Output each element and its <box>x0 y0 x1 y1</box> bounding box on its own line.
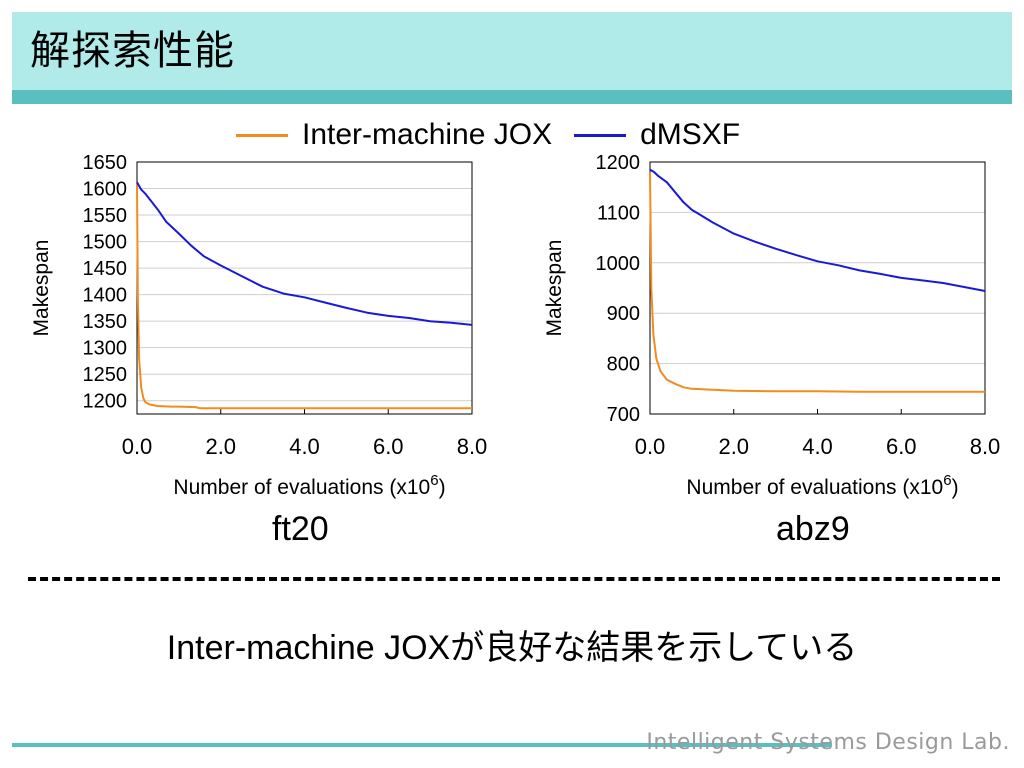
y-tick-label: 1450 <box>83 258 128 280</box>
dashed-divider <box>28 577 1000 581</box>
y-tick-label: 1200 <box>83 391 128 413</box>
x-axis-label: Number of evaluations (x106) <box>686 472 958 499</box>
chart-ft20: 1200 1250 1300 1350 1400 1450 1500 1550 1600 1650… <box>30 152 488 499</box>
series-line-inter-machine-jox <box>136 183 472 410</box>
series-line-dmsxf <box>649 168 986 292</box>
x-tick-label: 6.0 <box>373 434 404 459</box>
legend-label-dmsxf: dMSXF <box>640 118 741 151</box>
y-axis-label: Makespan <box>30 240 53 337</box>
y-tick-label: 1350 <box>83 311 128 333</box>
chart-legend: Inter-machine JOX dMSXF <box>236 116 762 154</box>
dataset-label-ft20: ft20 <box>272 510 329 548</box>
x-tick-label: 2.0 <box>205 434 236 459</box>
legend-line-jox <box>236 133 288 137</box>
y-tick-label: 1200 <box>596 152 641 174</box>
y-tick-label: 700 <box>607 404 640 426</box>
y-tick-label: 1000 <box>596 253 641 275</box>
x-tick-label: 0.0 <box>635 434 666 459</box>
x-tick-label: 0.0 <box>122 434 153 459</box>
y-tick-label: 1100 <box>597 202 640 224</box>
series-line-inter-machine-jox <box>649 172 985 393</box>
footer-lab-name: Intelligent Systems Design Lab. <box>646 730 1010 755</box>
dataset-label-abz9: abz9 <box>776 510 850 548</box>
plot-frame <box>136 161 473 415</box>
y-tick-label: 800 <box>607 354 640 376</box>
legend-line-dmsxf <box>574 133 627 137</box>
series-line-dmsxf <box>136 181 473 326</box>
legend-item-dmsxf: dMSXF <box>574 118 740 152</box>
legend-item-jox: Inter-machine JOX <box>236 118 552 152</box>
y-tick-label: 1550 <box>83 205 128 227</box>
title-band: 解探索性能 <box>12 12 1012 90</box>
plot-frame <box>649 161 986 415</box>
x-tick-label: 4.0 <box>802 434 833 459</box>
y-tick-label: 1500 <box>83 232 128 254</box>
y-tick-label: 1650 <box>83 152 128 174</box>
slide-title: 解探索性能 <box>30 28 235 74</box>
footer-line <box>12 743 832 747</box>
title-underline <box>12 90 1012 104</box>
chart-abz9: 700 800 900 1000 1100 1200 0.0 2.0 4.0 6.0 8.0 Make… <box>543 152 1001 499</box>
x-tick-label: 8.0 <box>970 434 1001 459</box>
x-tick-label: 6.0 <box>886 434 917 459</box>
y-tick-label: 1250 <box>83 364 128 386</box>
y-tick-label: 1400 <box>83 285 128 307</box>
y-axis-label: Makespan <box>543 240 566 337</box>
y-tick-label: 1600 <box>83 179 128 201</box>
legend-label-jox: Inter-machine JOX <box>302 118 553 151</box>
x-tick-label: 2.0 <box>718 434 749 459</box>
x-tick-label: 8.0 <box>457 434 488 459</box>
x-tick-label: 4.0 <box>289 434 320 459</box>
y-tick-label: 900 <box>607 303 640 325</box>
x-axis-label: Number of evaluations (x106) <box>173 472 445 499</box>
y-tick-label: 1300 <box>83 338 128 360</box>
conclusion-text: Inter-machine JOXが良好な結果を示している <box>166 629 858 667</box>
